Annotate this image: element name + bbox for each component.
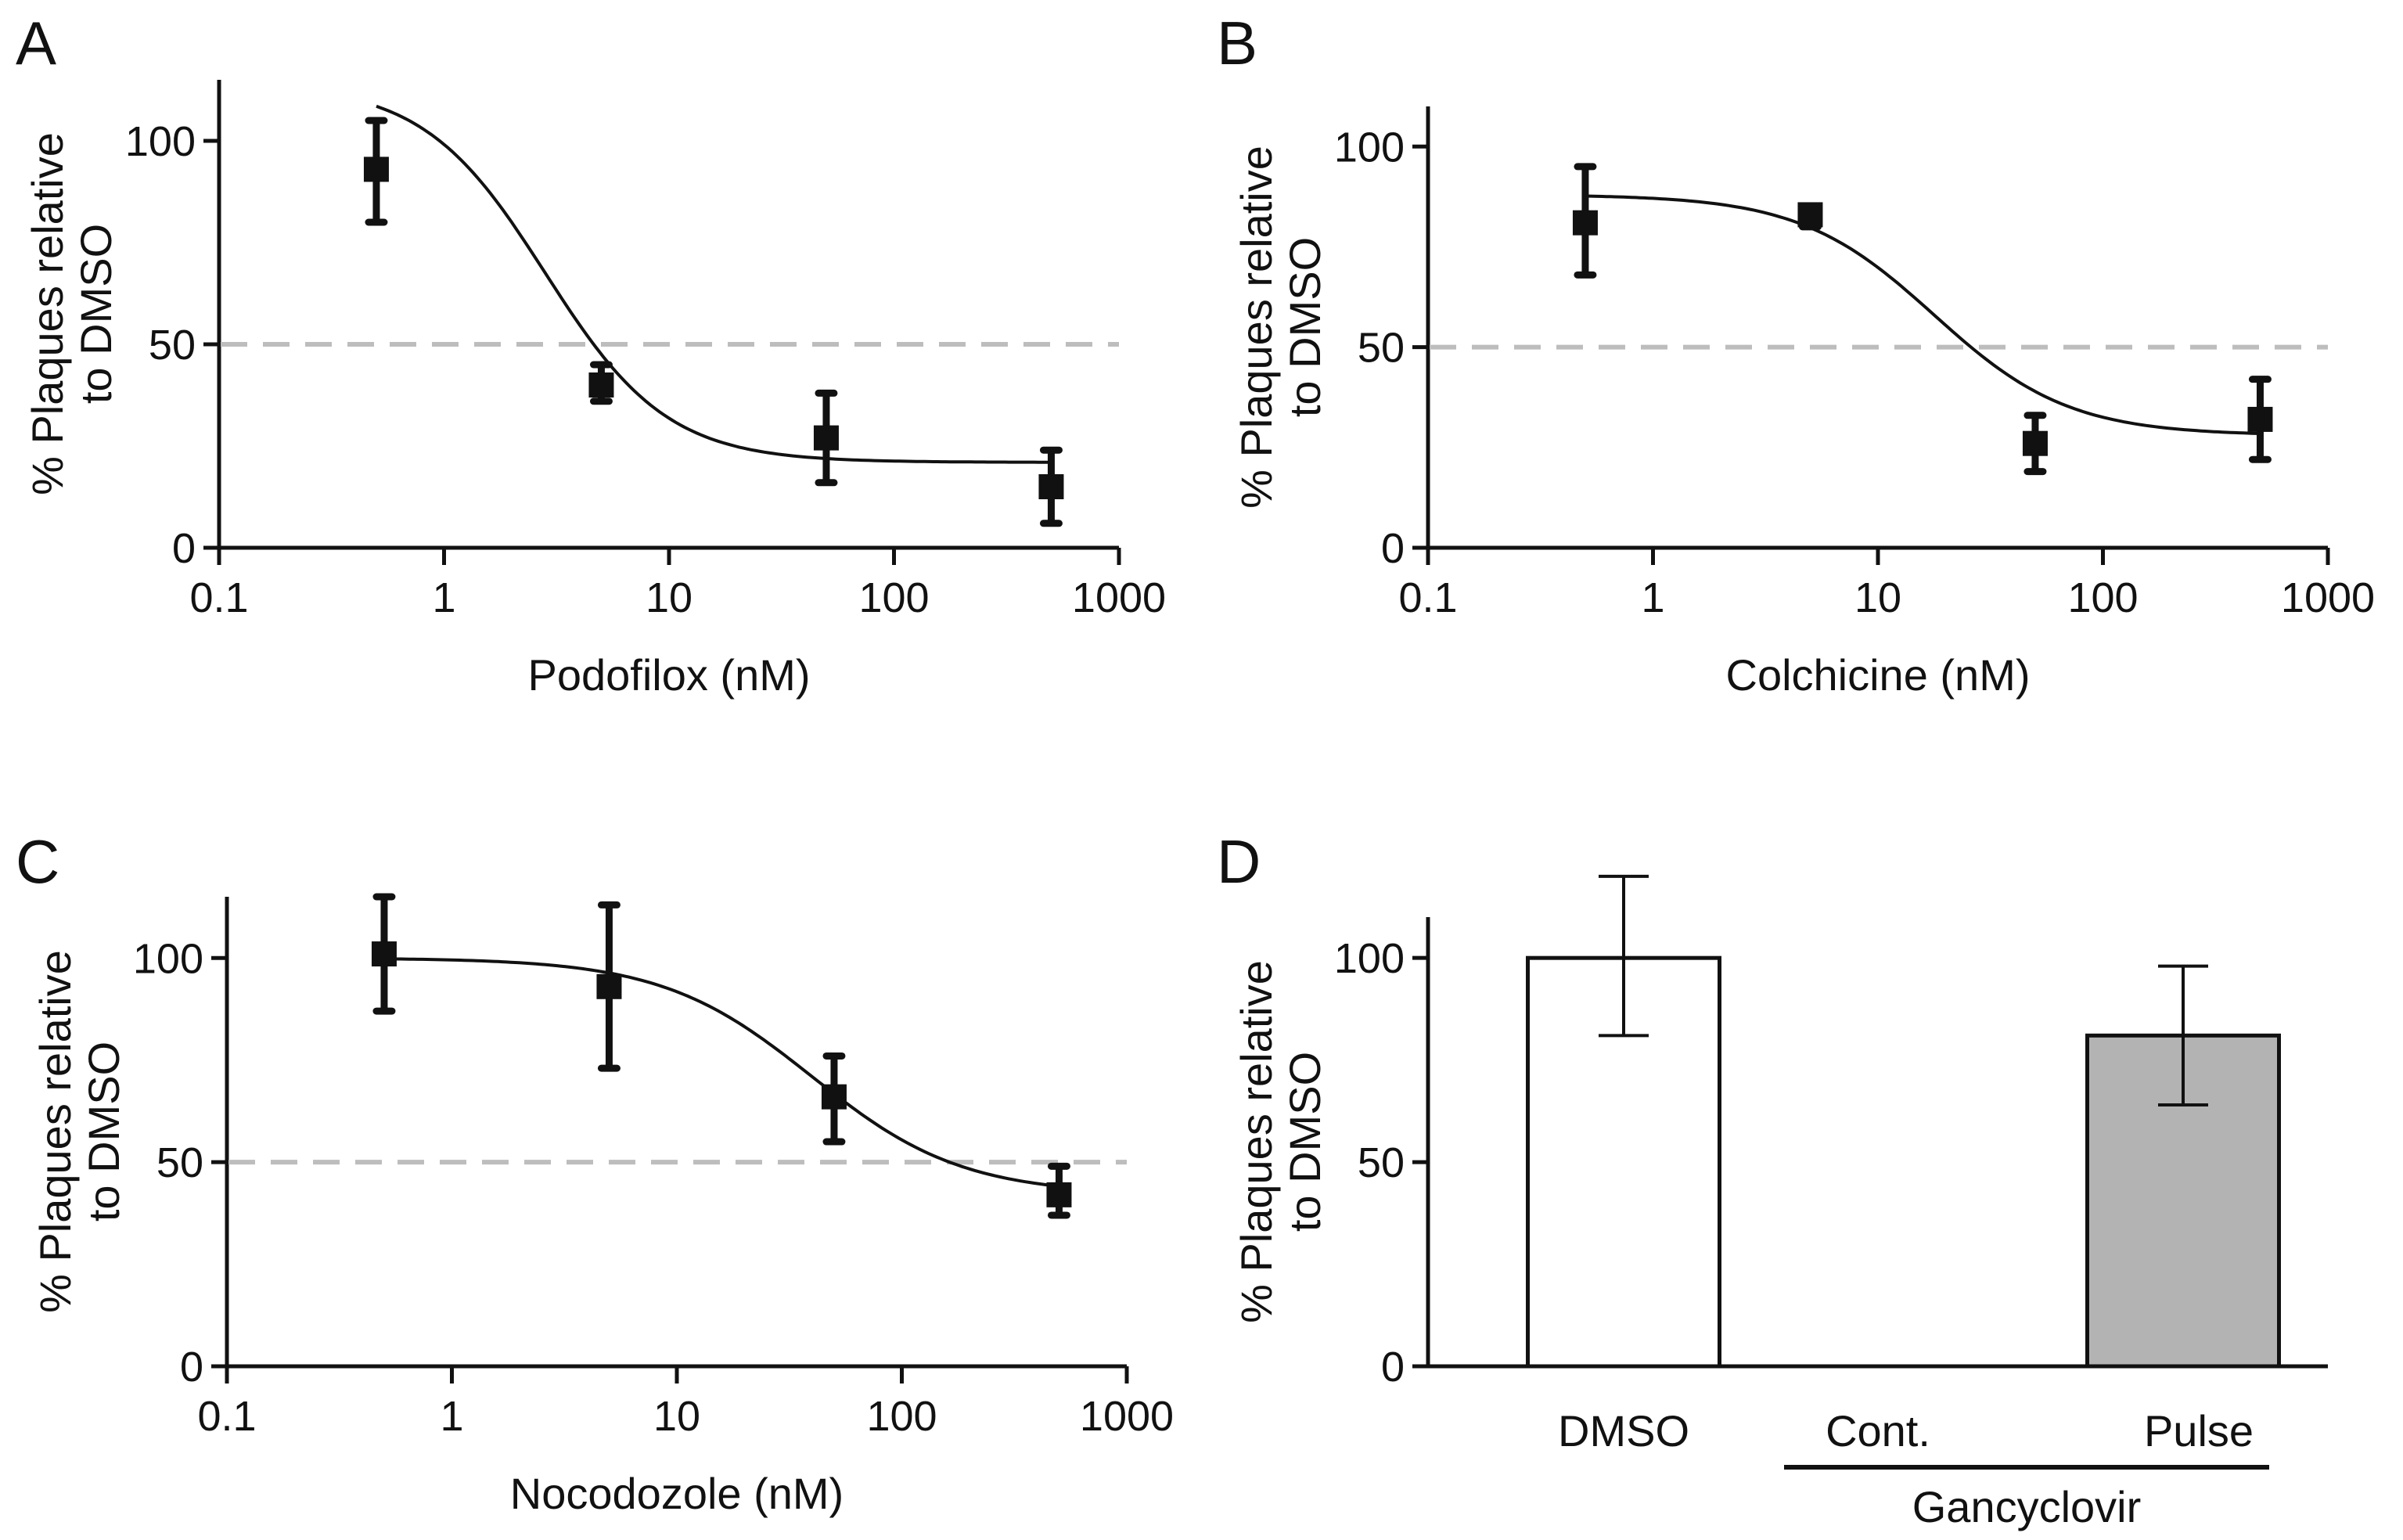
x-tick-label: 1 — [1641, 574, 1664, 621]
fit-curve — [384, 957, 1059, 1188]
y-tick-label: 0 — [172, 525, 196, 572]
data-point — [1572, 210, 1598, 236]
y-axis-label-line2: to DMSO — [1280, 237, 1329, 417]
data-point — [588, 372, 614, 398]
panel-a-podofilox: 0 50 100 % Plaques relative to DMSO A 0.1 1 10 10… — [16, 9, 1166, 700]
panel-b-colchicine: 0 50 100 % Plaques relative to DMSO B 0.1 1 10 10… — [1217, 9, 2375, 700]
x-axis-label: Colchicine (nM) — [1726, 650, 2031, 700]
x-axis-label: Podofilox (nM) — [527, 650, 810, 700]
y-axis-label-line2: to DMSO — [79, 1042, 128, 1222]
data-point — [2247, 406, 2273, 432]
y-tick-label: 100 — [125, 118, 196, 165]
panel-c-nocodozole: 0 50 100 % Plaques relative to DMSO C 0.1 1 10 10… — [16, 827, 1174, 1518]
data-point — [1038, 474, 1064, 499]
y-axis-label-line1: % Plaques relative — [1232, 960, 1281, 1323]
panel-letter: D — [1217, 827, 1261, 896]
data-point — [813, 425, 839, 451]
data-point — [363, 157, 389, 182]
x-tick-label: 0.1 — [197, 1393, 256, 1440]
x-tick-label: 0.1 — [189, 574, 248, 621]
y-axis-label-line1: % Plaques relative — [23, 132, 72, 495]
y-tick-label: 0 — [1381, 525, 1405, 572]
data-point — [1797, 202, 1823, 228]
y-tick-label: 50 — [156, 1139, 203, 1186]
x-tick-label: 10 — [1854, 574, 1901, 621]
category-label-dmso: DMSO — [1558, 1406, 1689, 1455]
x-tick-label: 10 — [653, 1393, 700, 1440]
y-tick-label: 50 — [149, 322, 196, 369]
y-axis-label-line2: to DMSO — [71, 224, 121, 404]
x-tick-label: 0.1 — [1398, 574, 1457, 621]
panel-letter: A — [16, 9, 56, 77]
group-label-gancyclovir: Gancyclovir — [1912, 1482, 2142, 1531]
y-tick-label: 100 — [133, 935, 203, 982]
y-tick-label: 100 — [1334, 935, 1405, 982]
y-tick-label: 0 — [1381, 1344, 1405, 1391]
data-point — [2022, 430, 2048, 456]
x-tick-label: 1000 — [1072, 574, 1166, 621]
data-point — [1046, 1182, 1072, 1207]
y-axis-label-line1: % Plaques relative — [31, 950, 80, 1313]
x-tick-label: 100 — [2067, 574, 2138, 621]
x-axis-label: Nocodozole (nM) — [510, 1469, 844, 1518]
y-axis-label-line1: % Plaques relative — [1232, 146, 1281, 509]
fit-curve — [1585, 194, 2261, 435]
x-tick-label: 100 — [866, 1393, 937, 1440]
y-tick-label: 50 — [1358, 1139, 1405, 1186]
x-tick-label: 1 — [440, 1393, 463, 1440]
y-tick-label: 100 — [1334, 124, 1405, 171]
panel-letter: C — [16, 827, 59, 896]
x-tick-label: 1000 — [1080, 1393, 1174, 1440]
data-point — [821, 1084, 847, 1110]
x-tick-label: 1000 — [2281, 574, 2375, 621]
data-point — [371, 941, 397, 967]
panel-letter: B — [1217, 9, 1257, 77]
x-tick-label: 10 — [646, 574, 692, 621]
category-label-pulse: Pulse — [2144, 1406, 2254, 1455]
y-tick-label: 50 — [1358, 325, 1405, 372]
category-label-cont: Cont. — [1826, 1406, 1930, 1455]
x-tick-label: 1 — [432, 574, 455, 621]
data-point — [596, 973, 622, 999]
panel-d-gancyclovir-bars: 0 50 100 % Plaques relative to DMSO D DMSO Cont… — [1217, 827, 2328, 1531]
x-tick-label: 100 — [858, 574, 929, 621]
y-tick-label: 0 — [180, 1344, 203, 1391]
fit-curve — [376, 104, 1052, 464]
y-axis-label-line2: to DMSO — [1280, 1052, 1329, 1232]
